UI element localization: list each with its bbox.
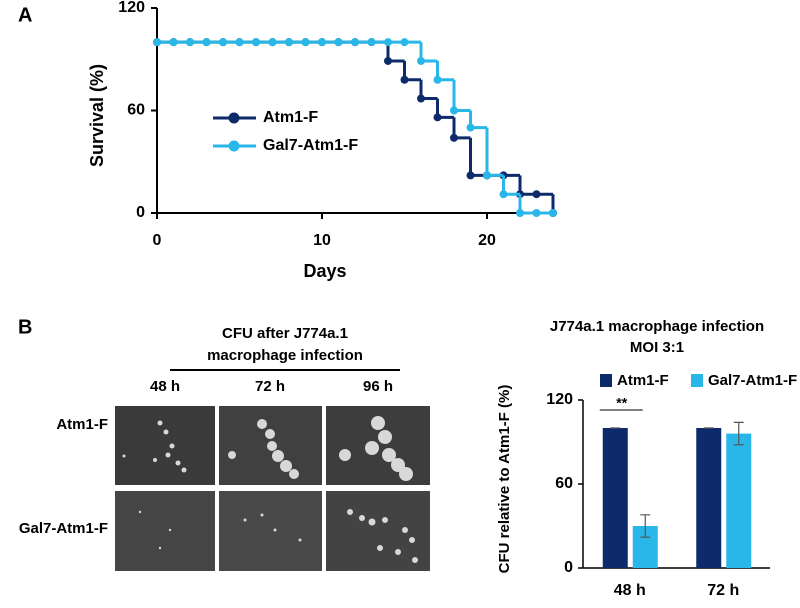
y-tick-label: 0 — [564, 559, 573, 576]
point — [334, 38, 343, 47]
panel-label: A — [18, 4, 32, 26]
point — [532, 190, 541, 199]
chart-title: J774a.1 macrophage infection — [550, 318, 764, 335]
legend-swatch — [600, 374, 612, 387]
image-title: CFU after J774a.1 — [222, 325, 348, 342]
error-bar — [733, 421, 744, 446]
legend-label: Gal7-Atm1-F — [708, 372, 797, 389]
legend-swatch — [691, 374, 703, 387]
row-label: Gal7-Atm1-F — [19, 520, 108, 537]
column-label: 48 h — [150, 378, 180, 395]
point — [384, 38, 392, 47]
x-tick-label: 0 — [153, 232, 162, 249]
plate — [326, 491, 430, 571]
bar — [726, 433, 752, 568]
point — [417, 94, 425, 103]
row-label: Atm1-F — [56, 416, 108, 433]
bar — [696, 428, 722, 568]
point — [384, 56, 392, 65]
colonies — [122, 416, 418, 563]
point — [466, 171, 475, 180]
x-tick-label: 10 — [313, 232, 331, 249]
point — [400, 38, 409, 47]
image-title: macrophage infection — [207, 347, 363, 364]
point — [466, 123, 475, 132]
y-tick-label: 120 — [546, 391, 573, 408]
y-tick-label: 60 — [127, 102, 145, 119]
plate — [115, 406, 215, 485]
chart-title: MOI 3:1 — [630, 339, 684, 356]
error-bar — [640, 514, 651, 538]
legend-marker — [228, 112, 240, 124]
point — [219, 38, 227, 47]
x-tick-label: 72 h — [707, 582, 739, 599]
point — [285, 38, 293, 47]
column-label: 72 h — [255, 378, 285, 395]
point — [235, 38, 244, 47]
plate-images — [115, 406, 430, 571]
plate — [115, 491, 215, 571]
series — [153, 38, 557, 217]
x-tick-label: 48 h — [614, 582, 646, 599]
y-tick-label: 60 — [555, 475, 573, 492]
series — [153, 38, 557, 217]
point — [499, 190, 508, 199]
point — [367, 38, 376, 47]
y-axis-title: Survival (%) — [87, 64, 107, 167]
point — [417, 56, 425, 65]
x-axis-title: Days — [303, 261, 346, 281]
point — [252, 38, 260, 47]
point — [153, 38, 161, 47]
y-tick-label: 120 — [118, 0, 145, 16]
column-label: 96 h — [363, 378, 393, 395]
point — [301, 38, 310, 47]
point — [400, 75, 409, 84]
point — [318, 38, 326, 47]
point — [351, 38, 359, 47]
y-tick-label: 0 — [136, 204, 145, 221]
legend-label: Atm1-F — [263, 109, 318, 126]
point — [549, 209, 557, 217]
point — [268, 38, 277, 47]
x-tick-label: 20 — [478, 232, 496, 249]
point — [450, 133, 458, 142]
point — [186, 38, 194, 47]
legend-label: Gal7-Atm1-F — [263, 137, 358, 154]
point — [532, 209, 541, 217]
point — [433, 75, 442, 84]
annotation: ** — [616, 395, 627, 411]
point — [483, 171, 491, 180]
point — [516, 209, 524, 217]
plate — [219, 491, 322, 571]
point — [169, 38, 178, 47]
bar — [602, 428, 628, 568]
point — [450, 106, 458, 115]
panel-label: B — [18, 316, 32, 338]
point — [202, 38, 211, 47]
y-axis-title: CFU relative to Atm1-F (%) — [496, 385, 513, 574]
legend-marker — [228, 140, 240, 152]
legend-label: Atm1-F — [617, 372, 669, 389]
point — [433, 113, 442, 122]
